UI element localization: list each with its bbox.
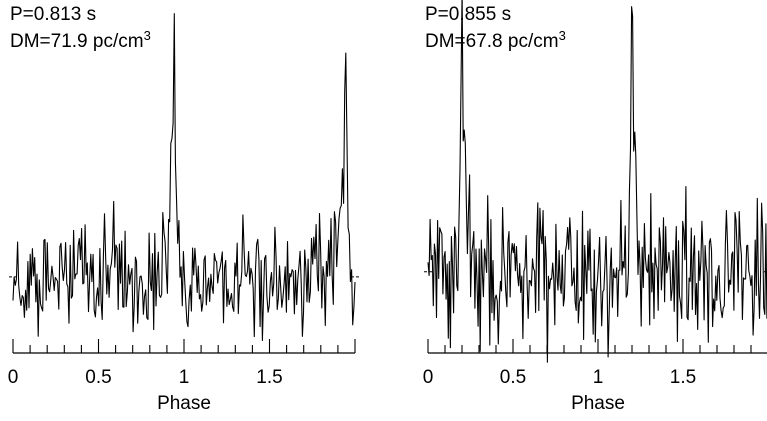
dm-exponent: 3 <box>143 28 151 43</box>
x-tick-label: 0.5 <box>500 367 526 388</box>
period-label: P=0.855 s <box>425 4 512 25</box>
pulse-profile-chart: 0 0.5 1 1.5 Phase <box>423 0 767 414</box>
x-tick-label: 1 <box>179 367 190 388</box>
x-tick-label: 0 <box>423 367 434 388</box>
x-axis-label: Phase <box>157 393 211 414</box>
x-tick-label: 0.5 <box>85 367 111 388</box>
dm-label: DM=67.8 pc/cm3 <box>425 28 566 53</box>
x-tick-label: 1 <box>593 367 604 388</box>
dm-label: DM=71.9 pc/cm3 <box>10 28 151 53</box>
x-tick-label: 0 <box>8 367 19 388</box>
dm-value: DM=71.9 pc/cm <box>10 31 144 52</box>
x-tick-label: 1.5 <box>670 367 696 388</box>
x-axis-label: Phase <box>571 393 625 414</box>
pulse-profile-chart: 0 0.5 1 1.5 Phase <box>8 13 359 414</box>
profile-line <box>427 0 767 363</box>
period-label: P=0.813 s <box>10 4 97 25</box>
dm-value: DM=67.8 pc/cm <box>425 31 559 52</box>
dm-exponent: 3 <box>558 28 566 43</box>
profile-line <box>12 13 356 342</box>
profile-panel-left: P=0.813 s DM=71.9 pc/cm3 0 0.5 1 1.5 Phase <box>0 0 383 421</box>
x-tick-label: 1.5 <box>256 367 282 388</box>
profile-panel-right: P=0.855 s DM=67.8 pc/cm3 0 0.5 1 1.5 Phase <box>383 0 767 421</box>
